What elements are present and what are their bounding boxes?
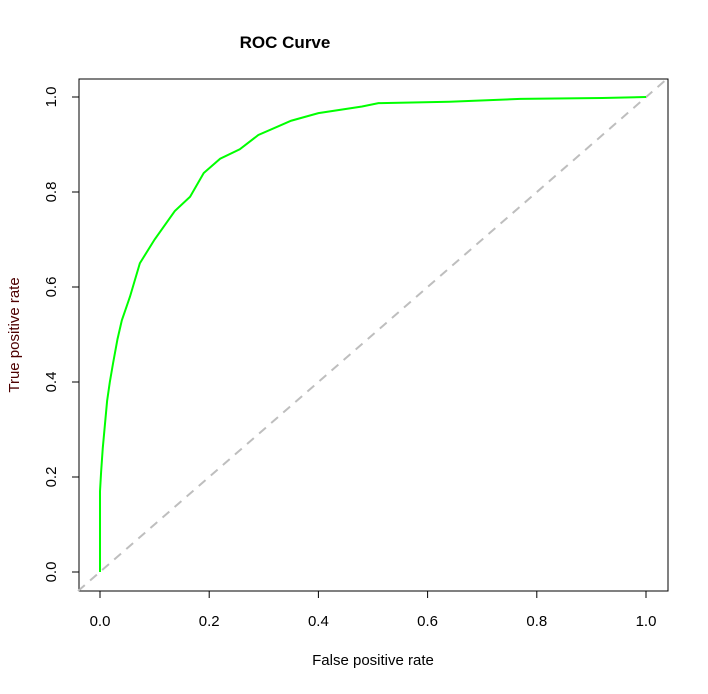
y-tick-label: 0.6 [43,277,60,298]
x-tick-label: 0.0 [90,613,111,630]
y-axis-label: True positive rate [6,277,23,392]
x-tick-label: 0.4 [308,613,329,630]
y-tick-label: 0.0 [43,562,60,583]
x-axis-label: False positive rate [312,652,434,669]
x-tick-label: 0.6 [417,613,438,630]
x-axis: 0.0 0.2 0.4 0.6 0.8 1.0 [90,590,657,630]
chart-title: ROC Curve [240,33,331,52]
x-tick-label: 0.8 [526,613,547,630]
y-tick-label: 0.2 [43,467,60,488]
x-tick-label: 0.2 [199,613,220,630]
roc-curve-line [99,96,647,572]
diagonal-reference-line [77,77,669,592]
y-tick-label: 0.8 [43,182,60,203]
y-tick-label: 0.4 [43,372,60,393]
y-axis: 0.0 0.2 0.4 0.6 0.8 1.0 [43,87,80,583]
x-tick-label: 1.0 [636,613,657,630]
y-tick-label: 1.0 [43,87,60,108]
